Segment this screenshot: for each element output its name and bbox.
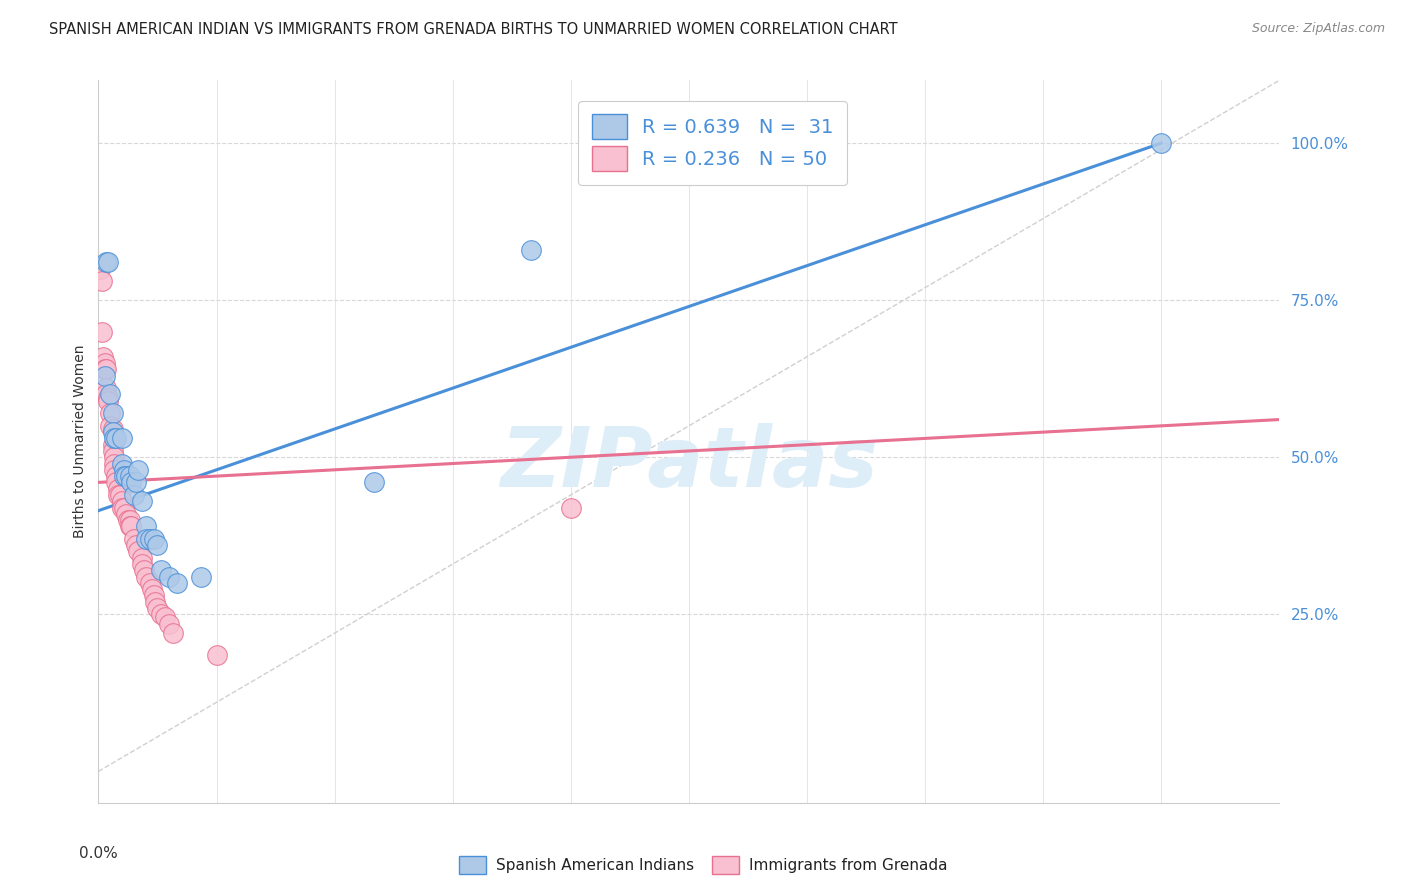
Point [127,544,149,558]
Point [205,648,228,662]
Text: 0.0%: 0.0% [79,847,118,861]
Point [101,422,124,436]
Point [146,601,169,615]
Point [115,507,138,521]
Point [96,362,118,376]
Point [103,450,125,465]
Point [101,425,124,439]
Point [104,475,127,490]
Point [96,255,118,269]
Point [121,519,143,533]
Point [122,488,145,502]
Point [104,431,127,445]
Point [121,475,143,490]
Point [122,532,145,546]
Point [111,431,134,445]
Point [157,616,180,631]
Y-axis label: Births to Unmarried Women: Births to Unmarried Women [73,345,87,538]
Point [146,538,169,552]
Point [115,469,138,483]
Point [141,582,163,597]
Point [90,274,112,288]
Point [89,261,111,276]
Point [1150,136,1173,150]
Point [142,589,165,603]
Point [96,387,118,401]
Point [132,563,155,577]
Point [143,595,166,609]
Point [125,538,148,552]
Point [118,469,141,483]
Point [103,457,125,471]
Point [117,513,139,527]
Point [98,406,121,420]
Point [101,438,124,452]
Point [98,418,121,433]
Point [110,488,132,502]
Legend: Spanish American Indians, Immigrants from Grenada: Spanish American Indians, Immigrants fro… [453,850,953,880]
Point [103,463,125,477]
Point [93,362,115,376]
Text: Source: ZipAtlas.com: Source: ZipAtlas.com [1251,22,1385,36]
Point [162,626,184,640]
Point [107,482,129,496]
Point [135,519,157,533]
Point [111,494,134,508]
Point [112,500,135,515]
Point [520,243,543,257]
Point [135,569,157,583]
Point [125,475,148,490]
Point [96,381,118,395]
Point [98,387,121,401]
Point [560,500,582,515]
Point [166,575,188,590]
Text: ZIPatlas: ZIPatlas [501,423,877,504]
Point [112,463,135,477]
Point [150,563,173,577]
Point [155,610,177,624]
Point [190,569,212,583]
Point [93,368,115,383]
Point [107,488,129,502]
Point [97,393,120,408]
Point [131,550,153,565]
Point [150,607,173,622]
Point [118,513,141,527]
Point [103,431,125,445]
Point [111,457,134,471]
Point [97,391,120,405]
Point [135,532,157,546]
Point [93,356,115,370]
Point [118,519,141,533]
Text: SPANISH AMERICAN INDIAN VS IMMIGRANTS FROM GRENADA BIRTHS TO UNMARRIED WOMEN COR: SPANISH AMERICAN INDIAN VS IMMIGRANTS FR… [49,22,898,37]
Point [138,532,160,546]
Point [127,463,149,477]
Point [111,500,134,515]
Point [97,255,120,269]
Point [131,557,153,571]
Point [91,325,114,339]
Point [157,569,180,583]
Point [142,532,165,546]
Point [91,350,114,364]
Point [131,494,153,508]
Point [112,469,135,483]
Point [104,469,127,483]
Point [101,406,124,420]
Legend: R = 0.639   N =  31, R = 0.236   N = 50: R = 0.639 N = 31, R = 0.236 N = 50 [578,101,848,185]
Point [101,444,124,458]
Point [363,475,385,490]
Point [138,575,160,590]
